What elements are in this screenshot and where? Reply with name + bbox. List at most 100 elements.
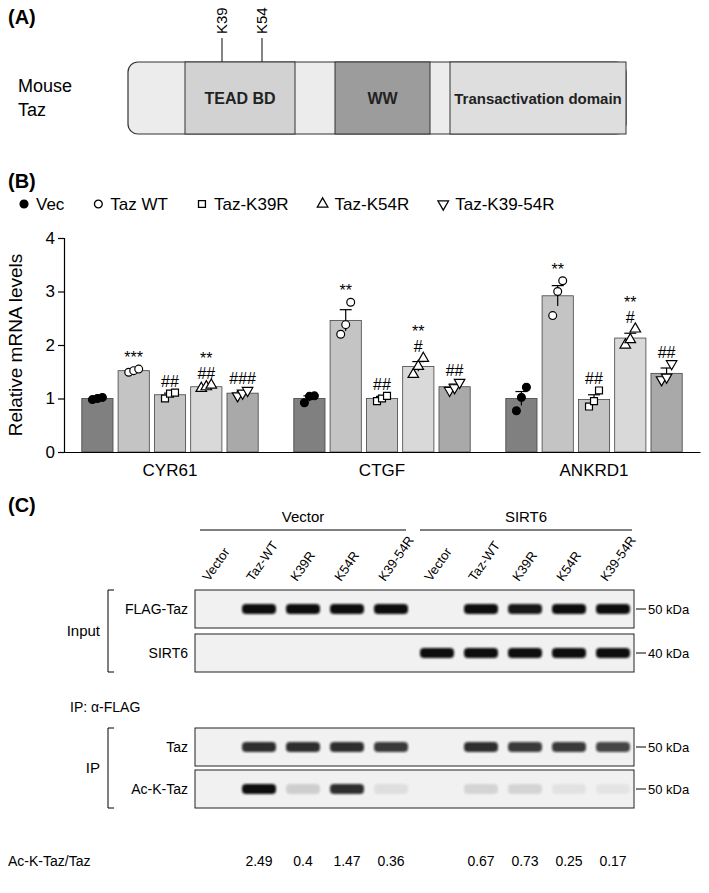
- lane-label: K54R: [553, 548, 584, 583]
- bar: [403, 366, 434, 452]
- domain-label: Transactivation domain: [454, 90, 622, 107]
- legend-label: Taz-K39R: [214, 195, 289, 214]
- legend-symbol: [94, 200, 102, 208]
- x-axis: CYR61 CTGF ANKRD1: [65, 452, 701, 480]
- data-point: [517, 394, 525, 402]
- y-tick: 0: [46, 443, 64, 462]
- tick-label: 0: [46, 443, 55, 462]
- ratio-value: 2.49: [245, 853, 272, 869]
- section-label: Input: [67, 622, 101, 639]
- data-point: [310, 392, 318, 400]
- tick-mark: [58, 291, 64, 292]
- blot-strip: [195, 590, 634, 628]
- axis-line: [58, 239, 65, 453]
- data-point: [384, 392, 391, 399]
- figure: (A)MouseTazTEAD BDWWTransactivation doma…: [0, 0, 709, 893]
- ratio-value: 1.47: [333, 853, 360, 869]
- bar: [82, 399, 113, 453]
- tick-label: 2: [46, 336, 55, 355]
- data-point: [666, 361, 677, 370]
- significance-label: ##: [197, 365, 215, 382]
- domain-label: TEAD BD: [204, 90, 275, 107]
- tick-mark: [58, 398, 64, 399]
- size-tick: [636, 789, 646, 790]
- error-bar: [624, 333, 636, 343]
- significance-label: ##: [658, 344, 676, 361]
- domain-box: [450, 62, 626, 134]
- section-bracket: [108, 728, 114, 808]
- blot-strip: [195, 728, 634, 766]
- error-bar-cap: [340, 309, 352, 310]
- size-label: 50 kDa: [648, 782, 690, 797]
- bar: [294, 399, 325, 453]
- data-point: [512, 407, 520, 415]
- data-point: [347, 298, 355, 306]
- tick-label: CTGF: [359, 461, 405, 480]
- legend: VecTaz WTTaz-K39RTaz-K54RTaz-K39-54R: [20, 195, 554, 214]
- axis-line: [65, 452, 701, 453]
- panel-label: (B): [8, 170, 36, 192]
- x-tick: ANKRD1: [560, 452, 629, 480]
- domain-box: [185, 62, 295, 134]
- ip-antibody: IP: α-FLAG: [70, 699, 140, 715]
- legend-symbol: [20, 200, 28, 208]
- error-bar: [552, 286, 564, 306]
- panel-a: (A)MouseTazTEAD BDWWTransactivation doma…: [8, 6, 626, 134]
- data-point: [342, 321, 350, 329]
- blot-band: [464, 742, 498, 752]
- lane-label: Vector: [199, 544, 233, 583]
- tick-label: 4: [46, 229, 55, 248]
- significance-label: ***: [124, 349, 143, 366]
- site-label: K54: [253, 7, 270, 34]
- legend-label: Taz-K39-54R: [455, 195, 554, 214]
- panel-b: (B) VecTaz WTTaz-K39RTaz-K54RTaz-K39-54R *…: [5, 170, 701, 480]
- protein-body: [128, 62, 626, 134]
- blot-strip: [195, 770, 634, 808]
- significance-label: ##: [585, 370, 603, 387]
- tick-label: 1: [46, 389, 55, 408]
- blot-band: [508, 742, 542, 752]
- group-label: Vector: [282, 508, 325, 525]
- section-label: IP: [86, 759, 100, 776]
- lane-label: Vector: [421, 544, 455, 583]
- tick-mark: [58, 452, 64, 453]
- panel-c: (C)VectorSIRT6VectorTaz-WTK39RK54RK39-54…: [8, 494, 690, 869]
- panel-label: (A): [8, 6, 36, 28]
- lane-label: K39-54R: [597, 533, 639, 584]
- lane-label: K39R: [287, 548, 318, 583]
- site-line: [221, 38, 222, 62]
- bar: [154, 395, 185, 452]
- row-label: Ac-K-Taz: [131, 781, 188, 797]
- bar: [578, 400, 609, 452]
- data-point: [135, 365, 143, 373]
- blot-band: [464, 648, 498, 658]
- blot-band: [508, 648, 542, 658]
- significance-label: #: [626, 309, 635, 326]
- blot-band: [596, 742, 630, 752]
- blot-band: [464, 784, 498, 794]
- lane-label: K39R: [509, 548, 540, 583]
- blot-band: [596, 784, 630, 794]
- significance-labels: *******######**##**#**########: [124, 261, 675, 393]
- y-tick: 1: [46, 389, 64, 408]
- blot-band: [508, 784, 542, 794]
- legend-symbol: [438, 201, 449, 210]
- lane-label: Taz-WT: [243, 538, 281, 583]
- size-label: 50 kDa: [648, 740, 690, 755]
- size-tick: [636, 747, 646, 748]
- blot-band: [242, 604, 276, 614]
- y-tick: 4: [46, 229, 64, 248]
- data-point: [172, 389, 179, 396]
- blot-band: [552, 742, 586, 752]
- plot-marks: [82, 277, 682, 452]
- blot-band: [374, 784, 408, 794]
- tick-label: CYR61: [143, 461, 198, 480]
- tick-mark: [58, 238, 64, 239]
- domain-label: WW: [367, 90, 398, 107]
- row-label: FLAG-Taz: [125, 601, 188, 617]
- significance-label: ##: [373, 376, 391, 393]
- blot-band: [420, 648, 454, 658]
- y-axis: 01234: [46, 229, 65, 462]
- data-point: [661, 374, 672, 383]
- group-label: SIRT6: [505, 508, 547, 525]
